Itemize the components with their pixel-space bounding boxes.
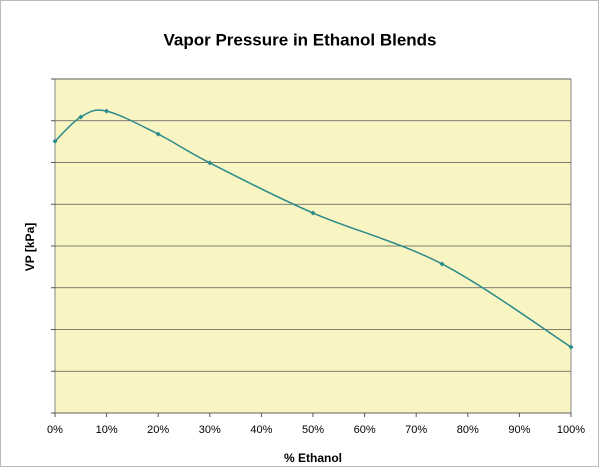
chart-title: Vapor Pressure in Ethanol Blends: [163, 30, 436, 49]
x-tick-label: 30%: [199, 424, 221, 436]
x-tick-label: 90%: [508, 424, 530, 436]
marker: [439, 261, 445, 267]
x-tick-label: 100%: [557, 424, 585, 436]
marker: [78, 114, 84, 120]
marker: [52, 138, 58, 144]
x-tick-label: 0%: [47, 424, 63, 436]
x-tick-label: 80%: [457, 424, 479, 436]
x-tick-label: 20%: [147, 424, 169, 436]
marker: [207, 160, 213, 166]
x-axis-label: % Ethanol: [284, 451, 342, 465]
x-tick-label: 70%: [405, 424, 427, 436]
marker: [104, 108, 110, 114]
x-tick-label: 50%: [302, 424, 324, 436]
y-axis-label: VP [kPa]: [23, 223, 37, 271]
x-tick-label: 40%: [250, 424, 272, 436]
marker: [310, 210, 316, 216]
marker: [568, 344, 574, 350]
x-tick-label: 60%: [354, 424, 376, 436]
x-tick-label: 10%: [96, 424, 118, 436]
marker: [155, 131, 161, 137]
